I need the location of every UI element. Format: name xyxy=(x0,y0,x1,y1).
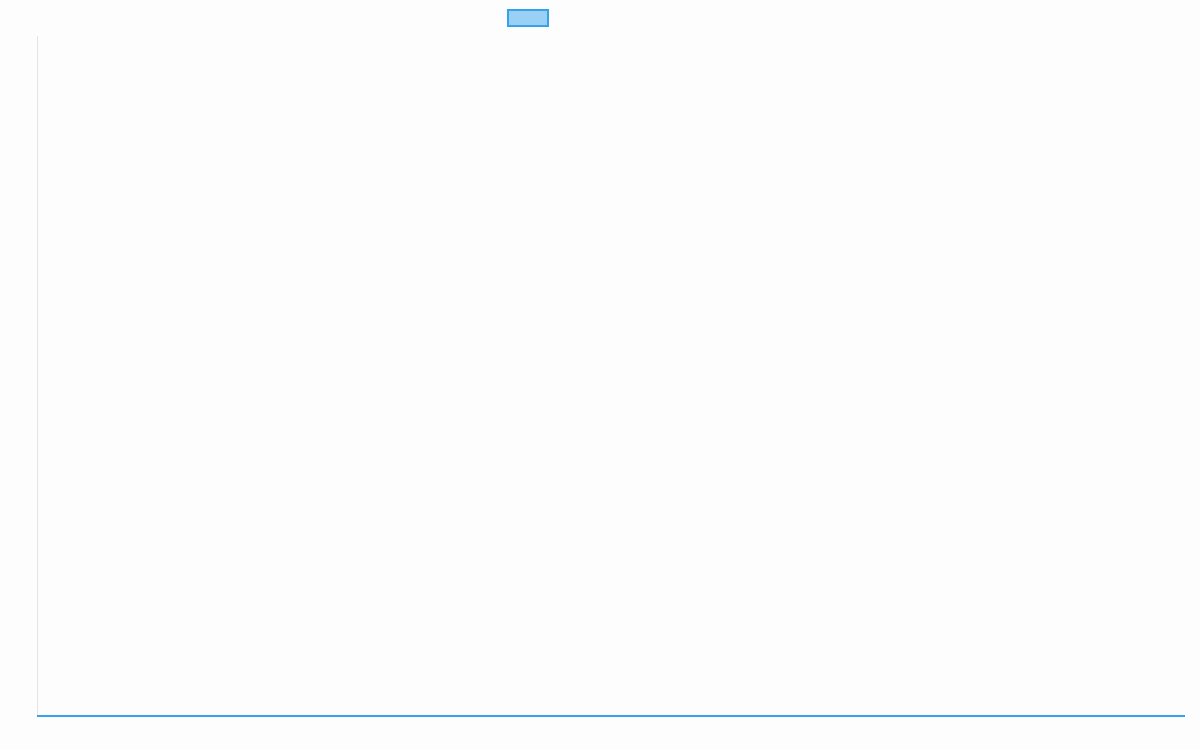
legend-swatch[interactable] xyxy=(507,9,549,27)
